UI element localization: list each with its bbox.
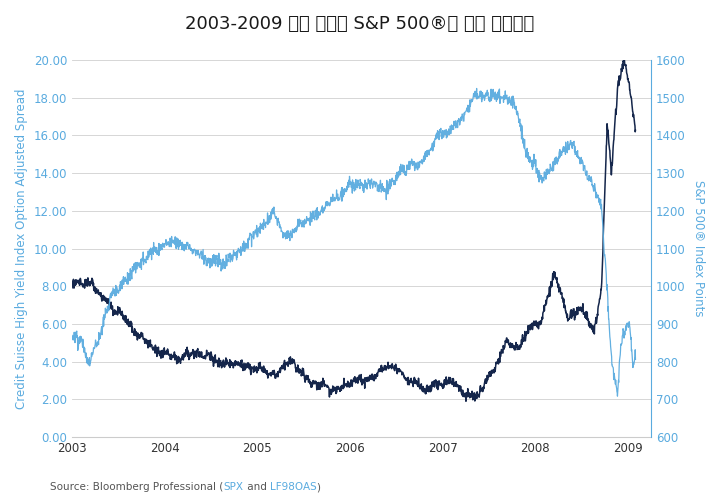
Text: Source: Bloomberg Professional (: Source: Bloomberg Professional ( — [50, 482, 224, 492]
Text: SPX: SPX — [224, 482, 243, 492]
Text: ): ) — [317, 482, 320, 492]
Text: and: and — [243, 482, 270, 492]
Text: LF98OAS: LF98OAS — [270, 482, 317, 492]
Y-axis label: S&P 500® Index Points: S&P 500® Index Points — [692, 180, 705, 317]
Text: 2003-2009 기간 동안의 S&P 500®과 신용 스프레드: 2003-2009 기간 동안의 S&P 500®과 신용 스프레드 — [185, 15, 535, 33]
Y-axis label: Credit Suisse High Yield Index Option Adjusted Spread: Credit Suisse High Yield Index Option Ad… — [15, 88, 28, 409]
